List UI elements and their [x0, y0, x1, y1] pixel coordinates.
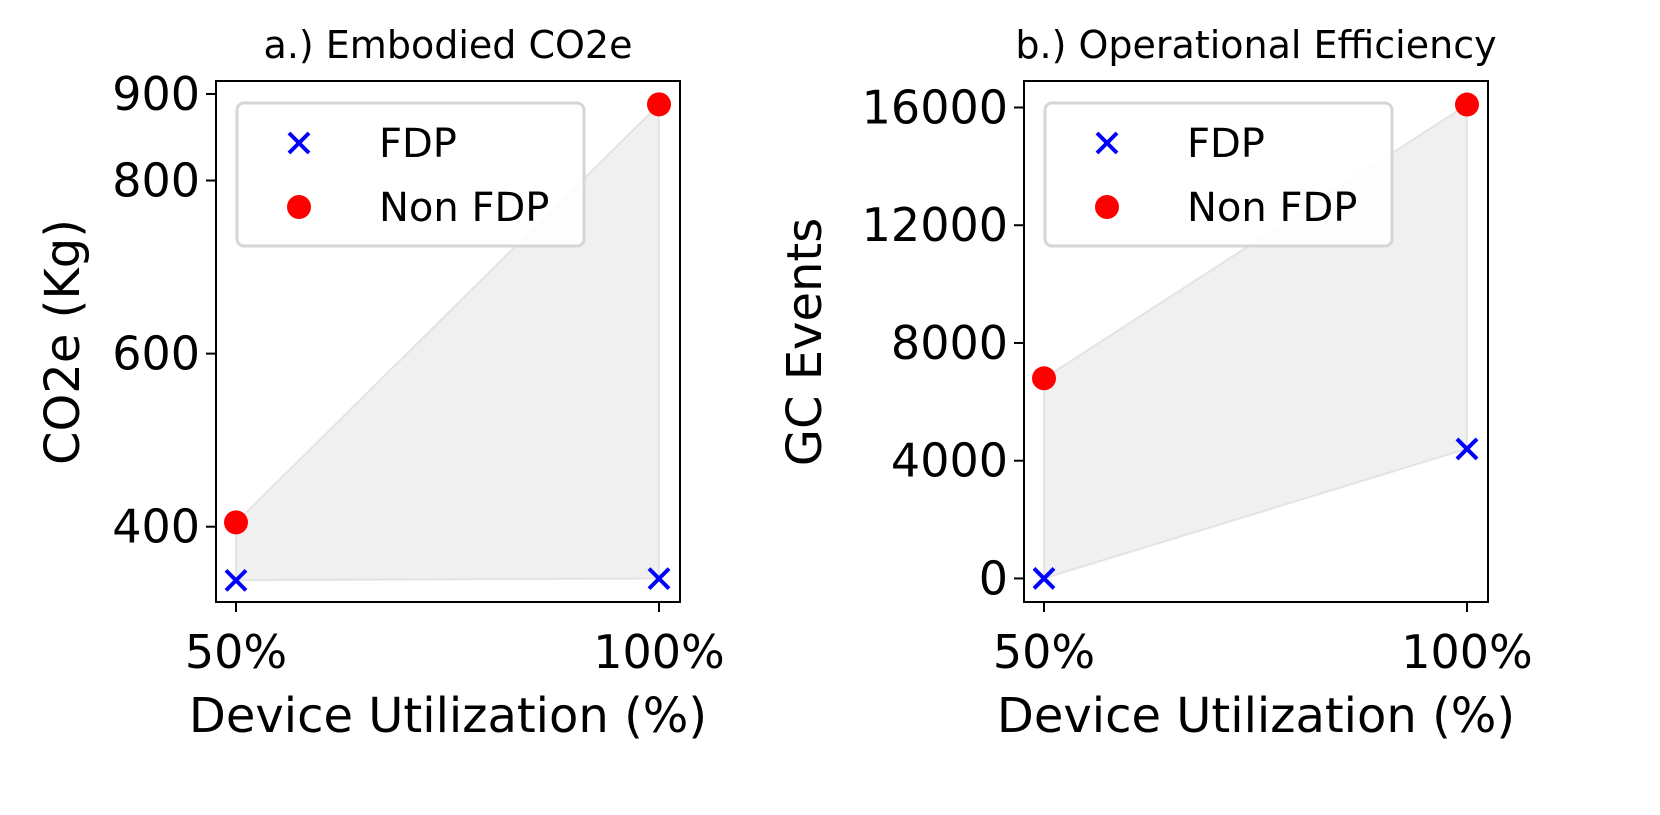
panel-a-y-ticks: 400 600 800 900 — [112, 67, 216, 554]
panel-b-legend: FDP Non FDP — [1043, 101, 1394, 248]
panel-b-point-fdp — [1032, 567, 1056, 590]
panel-b-point-non-fdp — [1455, 92, 1479, 117]
panel-b-y-ticks: 0 4000 8000 12000 16000 — [862, 80, 1024, 605]
panel-a-legend: FDP Non FDP — [235, 101, 586, 248]
panel-b-legend-marker-fdp — [1095, 131, 1119, 155]
panel-b-ylabel: GC Events — [777, 218, 833, 466]
panel-b-x-tick-label: 50% — [993, 625, 1095, 679]
panel-b-xlabel: Device Utilization (%) — [997, 688, 1515, 744]
panel-a-point-non-fdp — [647, 92, 671, 117]
panel-b-x-ticks: 50% 100% — [993, 602, 1533, 679]
panel-b-legend-entries: FDP Non FDP — [1095, 121, 1357, 231]
panel-a-ylabel: CO2e (Kg) — [35, 219, 91, 465]
panel-a-y-tick-label: 600 — [112, 327, 200, 381]
panel-a-point-non-fdp — [224, 510, 248, 535]
panel-b-x-tick-label: 100% — [1401, 625, 1533, 679]
panel-b-title: b.) Operational Efficiency — [1015, 23, 1496, 67]
panel-a-frame — [215, 80, 681, 603]
panel-a-legend-entries: FDP Non FDP — [287, 121, 549, 231]
panel-a-legend-label: FDP — [379, 121, 457, 167]
panel-a-y-tick-label: 900 — [112, 67, 200, 121]
panel-b-y-tick-label: 8000 — [891, 316, 1008, 370]
panel-a-xlabel: Device Utilization (%) — [189, 688, 707, 744]
panel-b-y-tick-label: 12000 — [862, 198, 1008, 252]
panel-a-legend-box — [235, 101, 586, 248]
panel-b-y-tick-label: 16000 — [862, 80, 1008, 134]
panel-a-x-tick-label: 50% — [185, 625, 287, 679]
panel-a: 400 600 800 900 50% 100% a.) Embodied CO2e D… — [35, 23, 725, 744]
panel-b-point-fdp — [1455, 437, 1479, 461]
panel-a-x-ticks: 50% 100% — [185, 602, 725, 679]
panel-b: 0 4000 8000 12000 16000 50% 100% b.) Operatio… — [777, 23, 1533, 744]
panel-a-y-tick-label: 800 — [112, 154, 200, 208]
panel-a-legend-label: Non FDP — [379, 185, 549, 231]
panel-b-frame — [1023, 80, 1489, 603]
panel-a-x-tick-label: 100% — [593, 625, 725, 679]
panel-b-point-non-fdp — [1032, 366, 1056, 391]
panel-a-points — [224, 92, 671, 592]
panel-b-y-tick-label: 0 — [979, 551, 1008, 605]
panel-a-legend-marker-fdp — [287, 131, 311, 155]
panel-b-legend-label: FDP — [1187, 121, 1265, 167]
panel-a-legend-marker-non-fdp — [287, 195, 311, 219]
panel-b-y-tick-label: 4000 — [891, 434, 1008, 488]
panel-b-legend-box — [1043, 101, 1394, 248]
panel-a-point-fdp — [647, 567, 671, 591]
panel-a-point-fdp — [224, 568, 248, 592]
panel-a-title: a.) Embodied CO2e — [264, 23, 633, 67]
panel-a-y-tick-label: 400 — [112, 500, 200, 554]
panel-b-points — [1032, 92, 1479, 590]
panel-b-legend-label: Non FDP — [1187, 185, 1357, 231]
panel-b-legend-marker-non-fdp — [1095, 195, 1119, 219]
